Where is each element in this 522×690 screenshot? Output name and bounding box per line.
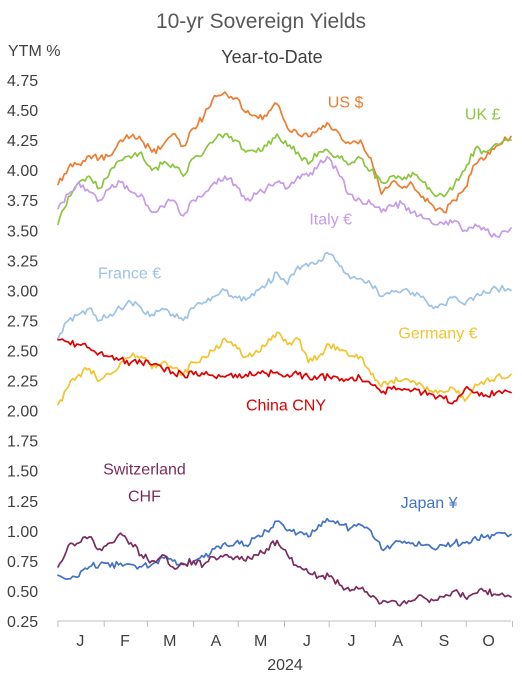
series-lines	[57, 91, 512, 607]
y-tick-label: 0.25	[7, 614, 38, 631]
x-tick-label: A	[392, 633, 403, 650]
chart-subtitle: Year-to-Date	[221, 47, 322, 67]
y-axis-label: YTM %	[8, 43, 60, 60]
series-line	[57, 338, 512, 405]
y-axis-ticks: 4.75 4.50 4.25 4.00 3.75 3.50 3.25 3.00 2.75 2.50…	[7, 73, 38, 631]
y-tick-label: 4.75	[7, 73, 38, 90]
series-line	[57, 132, 512, 226]
y-tick-label: 1.00	[7, 524, 38, 541]
x-tick-label: J	[76, 633, 84, 650]
chart-title: 10-yr Sovereign Yields	[156, 10, 366, 33]
series-line	[57, 91, 512, 214]
series-line	[57, 532, 512, 607]
x-tick-label: J	[348, 633, 356, 650]
y-tick-label: 0.50	[7, 584, 38, 601]
x-tick-label: S	[439, 633, 450, 650]
y-tick-label: 2.25	[7, 374, 38, 391]
x-tick-label: M	[163, 633, 176, 650]
series-line	[57, 251, 512, 340]
x-tick-label: A	[211, 633, 222, 650]
y-tick-label: 2.50	[7, 344, 38, 361]
x-tick-label: O	[482, 633, 494, 650]
y-tick-label: 3.25	[7, 253, 38, 270]
series-label: Japan ¥	[401, 495, 458, 512]
y-tick-label: 1.75	[7, 434, 38, 451]
series-labels: US $ UK £ Italy € France € Germany € China CN…	[98, 95, 501, 512]
series-label: Switzerland	[103, 461, 186, 478]
y-tick-label: 2.75	[7, 313, 38, 330]
y-tick-label: 4.25	[7, 133, 38, 150]
series-label: US $	[328, 95, 364, 112]
series-line	[57, 517, 512, 580]
series-line	[57, 331, 512, 406]
y-tick-label: 1.50	[7, 464, 38, 481]
x-tick-label: J	[303, 633, 311, 650]
y-tick-label: 4.50	[7, 103, 38, 120]
x-tick-label: M	[254, 633, 267, 650]
y-tick-label: 1.25	[7, 494, 38, 511]
y-tick-label: 4.00	[7, 163, 38, 180]
y-tick-label: 3.75	[7, 193, 38, 210]
series-line	[57, 155, 512, 238]
series-label: Germany €	[398, 325, 477, 342]
x-axis-year-label: 2024	[267, 657, 303, 674]
y-tick-label: 2.00	[7, 404, 38, 421]
y-tick-label: 3.50	[7, 223, 38, 240]
series-label: Italy €	[309, 211, 352, 228]
series-label: France €	[98, 265, 161, 282]
series-label: China CNY	[246, 398, 326, 415]
x-tick-label: F	[120, 633, 130, 650]
series-label: CHF	[128, 488, 161, 505]
y-tick-label: 3.00	[7, 283, 38, 300]
series-label: UK £	[465, 107, 501, 124]
y-tick-label: 0.75	[7, 554, 38, 571]
